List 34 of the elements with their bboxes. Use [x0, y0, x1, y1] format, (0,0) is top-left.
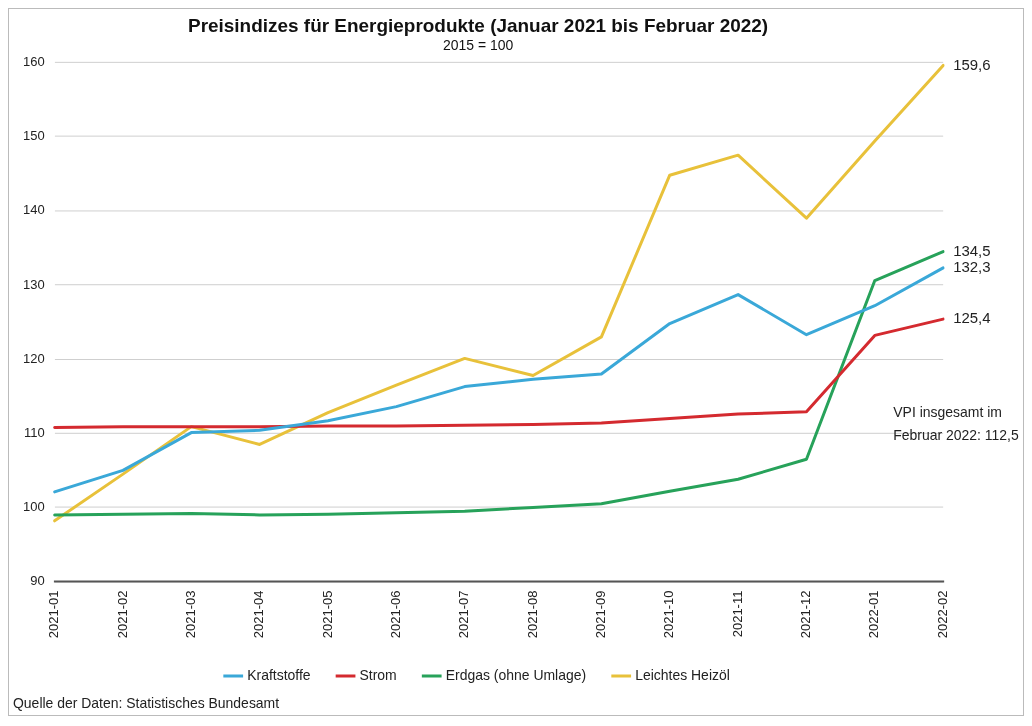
- x-tick-label: 2021-03: [182, 590, 198, 639]
- data-label: 125,4: [953, 309, 991, 327]
- x-tick-label: 2021-10: [661, 590, 677, 639]
- x-tick-label: 2021-05: [319, 590, 335, 639]
- x-tick-label: 2021-08: [524, 590, 540, 639]
- y-tick-label: 140: [22, 202, 45, 218]
- y-tick-label: 120: [22, 350, 45, 366]
- x-tick-label: 2021-11: [729, 590, 745, 638]
- x-tick-label: 2021-12: [798, 590, 814, 639]
- chart-title: Preisindizes für Energieprodukte (Januar 2021 bis Februar 2022): [188, 14, 769, 36]
- y-tick-label: 110: [23, 424, 45, 440]
- y-tick-label: 130: [22, 276, 45, 292]
- x-tick-label: 2021-07: [456, 590, 472, 639]
- x-tick-label: 2021-02: [114, 590, 130, 639]
- legend-label: Strom: [359, 666, 397, 683]
- x-tick-label: 2021-09: [592, 590, 608, 639]
- x-tick-label: 2021-04: [251, 590, 267, 639]
- source-note: Quelle der Daten: Statistisches Bundesamt: [12, 694, 280, 711]
- y-tick-label: 160: [22, 54, 45, 70]
- x-tick-label: 2021-01: [46, 590, 62, 639]
- y-tick-label: 100: [22, 499, 45, 515]
- y-tick-label: 90: [30, 573, 45, 589]
- x-tick-label: 2022-02: [934, 590, 950, 639]
- legend-label: Erdgas (ohne Umlage): [445, 666, 587, 683]
- data-label: 132,3: [953, 258, 991, 276]
- annotation: VPI insgesamt im Februar 2022: 112,5: [893, 404, 1019, 444]
- x-tick-label: 2021-06: [387, 590, 403, 639]
- chart-subtitle: 2015 = 100: [442, 36, 514, 53]
- data-label: 159,6: [953, 55, 991, 73]
- data-label: 134,5: [953, 241, 991, 259]
- legend-label: Leichtes Heizöl: [635, 666, 730, 683]
- y-tick-label: 150: [22, 128, 45, 144]
- x-tick-label: 2022-01: [866, 590, 882, 639]
- legend-label: Kraftstoffe: [247, 666, 311, 683]
